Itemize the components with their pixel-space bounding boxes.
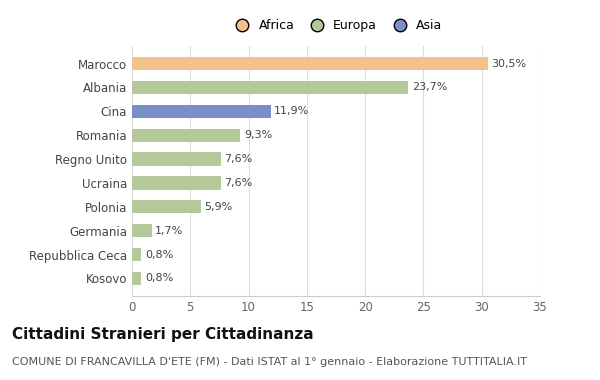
- Bar: [132, 200, 201, 214]
- Bar: [132, 81, 408, 94]
- Text: 0,8%: 0,8%: [145, 250, 173, 260]
- Text: 9,3%: 9,3%: [244, 130, 272, 140]
- Legend: Africa, Europa, Asia: Africa, Europa, Asia: [225, 14, 447, 37]
- Text: 7,6%: 7,6%: [224, 154, 253, 164]
- Bar: [132, 224, 152, 237]
- Text: Cittadini Stranieri per Cittadinanza: Cittadini Stranieri per Cittadinanza: [12, 327, 314, 342]
- Bar: [132, 248, 142, 261]
- Bar: [132, 152, 221, 166]
- Bar: [132, 128, 241, 142]
- Text: 30,5%: 30,5%: [491, 59, 526, 68]
- Bar: [132, 105, 271, 118]
- Text: 7,6%: 7,6%: [224, 178, 253, 188]
- Bar: [132, 57, 488, 70]
- Text: COMUNE DI FRANCAVILLA D'ETE (FM) - Dati ISTAT al 1° gennaio - Elaborazione TUTTI: COMUNE DI FRANCAVILLA D'ETE (FM) - Dati …: [12, 357, 527, 367]
- Text: 23,7%: 23,7%: [412, 82, 447, 92]
- Text: 5,9%: 5,9%: [204, 202, 233, 212]
- Bar: [132, 176, 221, 190]
- Text: 1,7%: 1,7%: [155, 226, 184, 236]
- Text: 11,9%: 11,9%: [274, 106, 310, 116]
- Bar: [132, 272, 142, 285]
- Text: 0,8%: 0,8%: [145, 274, 173, 283]
